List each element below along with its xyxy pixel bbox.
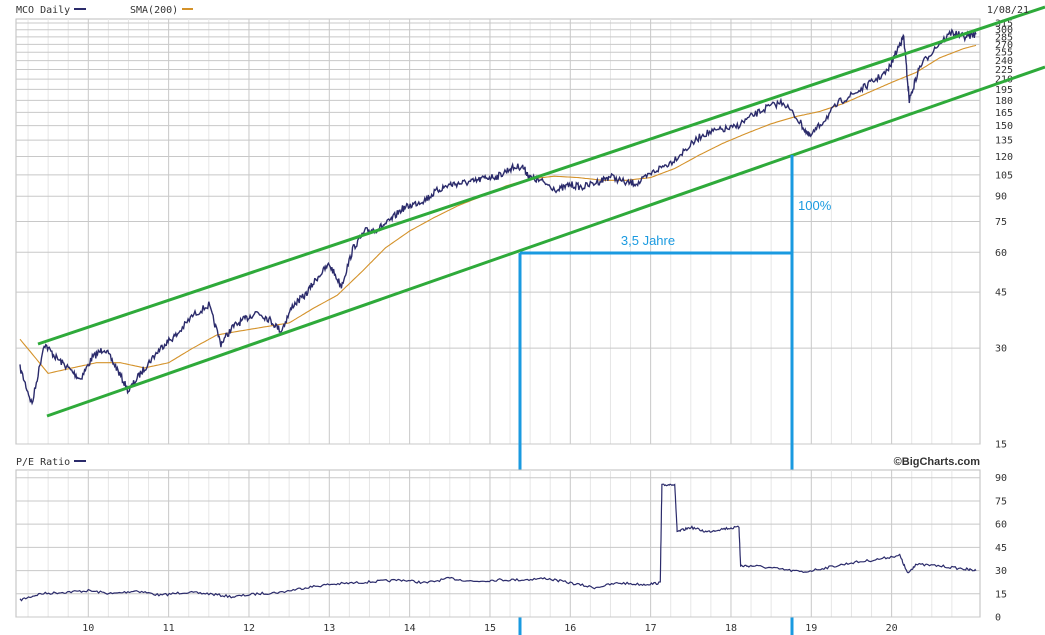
- duration-annotation: 3,5 Jahre: [621, 233, 675, 248]
- price-y-tick-label: 60: [995, 248, 1007, 259]
- x-tick-label: 16: [564, 623, 576, 634]
- x-tick-label: 19: [805, 623, 817, 634]
- price-y-tick-label: 30: [995, 344, 1007, 355]
- price-panel: 1530456075901051201351501651801952102252…: [15, 5, 1045, 635]
- x-tick-label: 11: [163, 623, 175, 634]
- channel-upper-line: [37, 5, 1045, 346]
- price-y-tick-label: 120: [995, 152, 1013, 163]
- brand-label: ©BigCharts.com: [894, 456, 981, 468]
- pe-y-tick-label: 90: [995, 473, 1007, 484]
- price-plot-area: [15, 18, 981, 445]
- price-y-tick-label: 240: [995, 56, 1013, 67]
- price-y-tick-label: 90: [995, 192, 1007, 203]
- x-tick-label: 18: [725, 623, 737, 634]
- symbol-label: MCO Daily: [16, 5, 70, 16]
- pe-y-tick-label: 15: [995, 589, 1007, 600]
- price-y-tick-label: 15: [995, 440, 1007, 451]
- pe-y-axis: 0 15 30 45 60 75 90: [995, 473, 1007, 623]
- price-y-tick-label: 285: [995, 32, 1013, 43]
- pe-y-tick-label: 45: [995, 543, 1007, 554]
- pe-label: P/E Ratio: [16, 457, 70, 468]
- price-legend: MCO Daily SMA(200) 1/08/21: [16, 5, 1029, 16]
- price-y-tick-label: 195: [995, 85, 1013, 96]
- x-tick-label: 13: [323, 623, 335, 634]
- price-y-tick-label: 45: [995, 288, 1007, 299]
- sma-label: SMA(200): [130, 5, 178, 16]
- price-y-tick-label: 315: [995, 19, 1013, 30]
- pe-ratio-line: [19, 483, 977, 602]
- x-tick-label: 12: [243, 623, 255, 634]
- x-tick-label: 14: [404, 623, 416, 634]
- price-y-tick-label: 135: [995, 136, 1013, 147]
- pe-y-tick-label: 30: [995, 566, 1007, 577]
- price-line: [19, 28, 977, 406]
- trend-channel: [37, 5, 1045, 418]
- pe-y-tick-label: 75: [995, 496, 1007, 507]
- gain-annotation: 100%: [798, 198, 832, 213]
- price-y-tick-label: 105: [995, 170, 1013, 181]
- pe-panel: 0 15 30 45 60 75 90 P/E Ratio ©BigCharts.com: [15, 456, 1007, 624]
- x-tick-label: 15: [484, 623, 496, 634]
- pe-y-tick-label: 0: [995, 613, 1001, 624]
- x-axis: 10 11 12 13 14 15 16 17 18 19 20: [82, 623, 897, 634]
- price-y-tick-label: 180: [995, 96, 1013, 107]
- pe-y-tick-label: 60: [995, 520, 1007, 531]
- price-y-tick-label: 300: [995, 25, 1013, 36]
- pe-gridlines: [16, 470, 980, 618]
- price-gridlines: [16, 19, 980, 445]
- channel-lower-line: [46, 65, 1045, 418]
- price-y-tick-label: 150: [995, 121, 1013, 132]
- x-tick-label: 10: [82, 623, 94, 634]
- price-y-tick-label: 270: [995, 40, 1013, 51]
- price-y-tick-label: 225: [995, 65, 1013, 76]
- chart-date: 1/08/21: [987, 5, 1029, 16]
- price-y-tick-label: 165: [995, 108, 1013, 119]
- x-tick-label: 17: [645, 623, 657, 634]
- price-y-tick-label: 255: [995, 48, 1013, 59]
- x-tick-label: 20: [886, 623, 898, 634]
- price-y-tick-label: 75: [995, 217, 1007, 228]
